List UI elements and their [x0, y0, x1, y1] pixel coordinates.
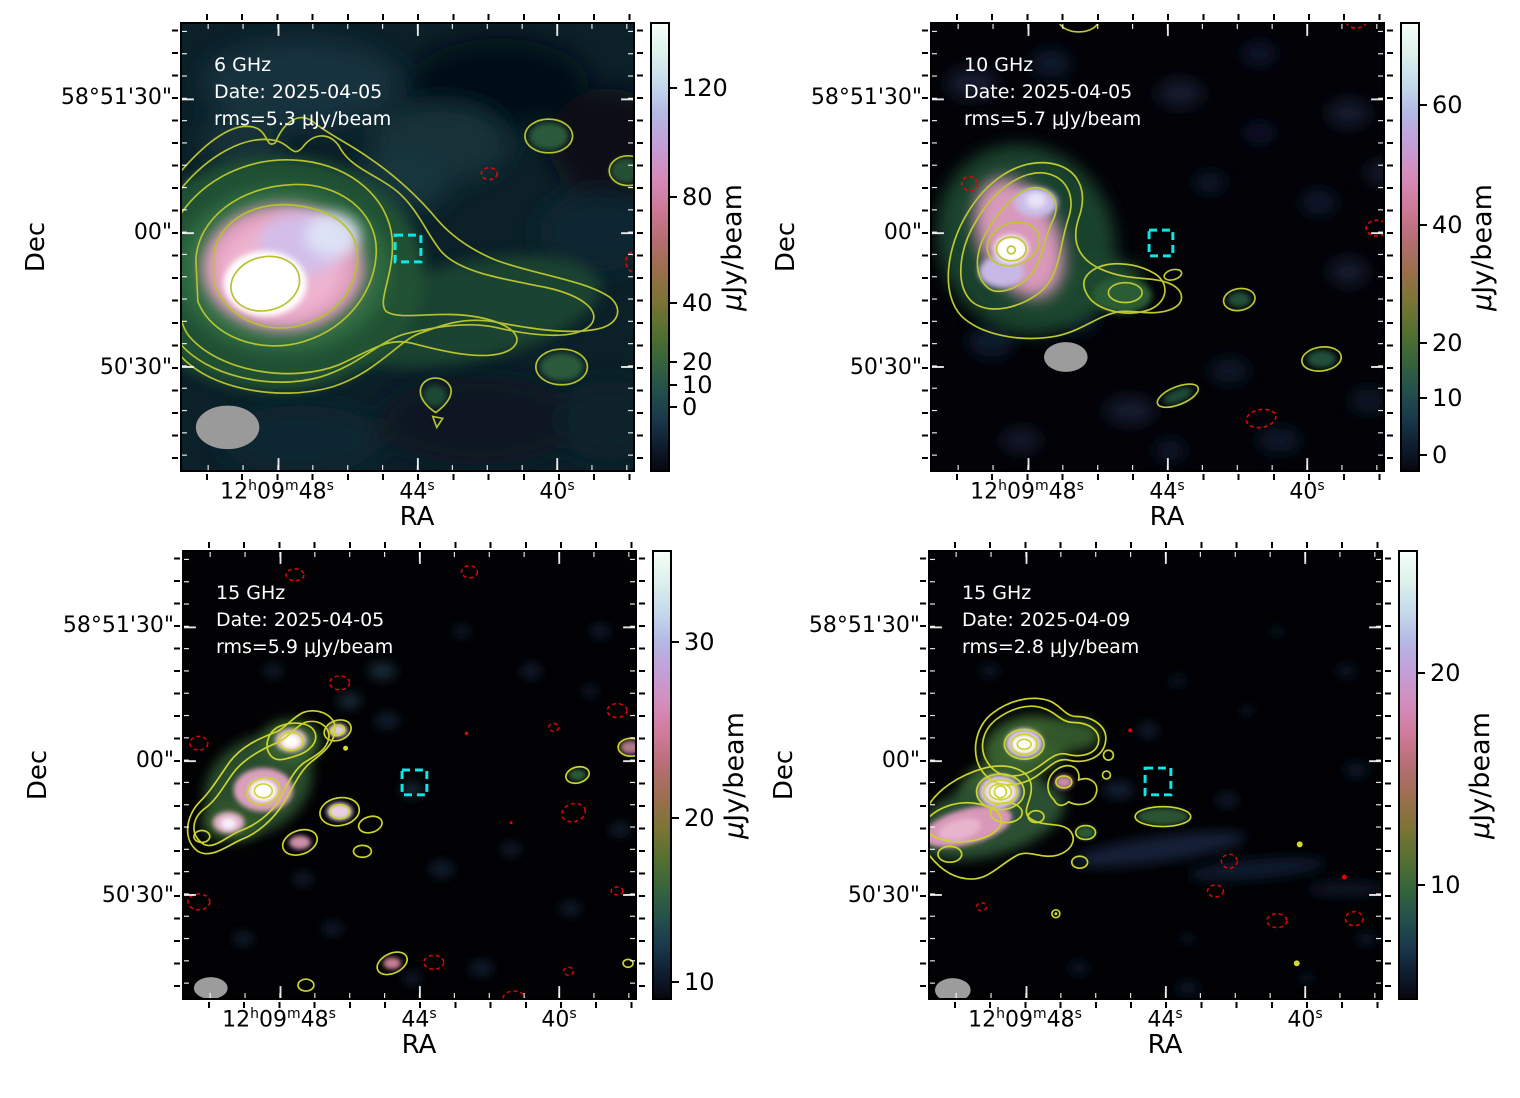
- dec-tick-label: 50'30": [847, 883, 920, 908]
- panel-15ghz-0409: Dec 58°51'30" 00" 50'30": [748, 528, 1518, 1068]
- ra-tick-label: 44s: [1147, 1006, 1183, 1033]
- ra-tick-label: 40s: [539, 478, 575, 505]
- dec-tick-label: 58°51'30": [62, 613, 174, 638]
- colorbar-unit-label: μJy/beam: [1466, 183, 1498, 311]
- date-label: Date: 2025-04-05: [964, 81, 1133, 103]
- dec-tick-label: 50'30": [99, 355, 172, 380]
- colorbar-ticks: 30 20 10: [672, 550, 752, 1000]
- frequency-label: 10 GHz: [964, 54, 1034, 76]
- outer-ticks-right: [639, 550, 645, 1000]
- background-noise: [945, 41, 1383, 461]
- contours-positive: [930, 697, 1303, 967]
- date-label: Date: 2025-04-05: [214, 81, 383, 103]
- background-noise: [233, 625, 631, 985]
- outer-ticks-left: [172, 22, 178, 472]
- ra-tick-label: 40s: [1287, 1006, 1323, 1033]
- dec-tick-label: 50'30": [101, 883, 174, 908]
- rms-label: rms=5.9 μJy/beam: [216, 636, 394, 658]
- frequency-label: 15 GHz: [962, 582, 1032, 604]
- ra-tick-label: 12h09m48s: [968, 1006, 1082, 1033]
- rms-label: rms=2.8 μJy/beam: [962, 636, 1140, 658]
- contours-positive: [947, 24, 1343, 409]
- aperture-marker: [1143, 766, 1173, 797]
- frequency-label: 6 GHz: [214, 54, 272, 76]
- colorbar: [1398, 550, 1418, 1000]
- contours-positive: [186, 710, 635, 992]
- colorbar-unit-label: μJy/beam: [1464, 711, 1496, 839]
- colorbar-ticks: 60 40 20 10 0: [1420, 22, 1500, 472]
- dec-tick-label: 58°51'30": [810, 85, 922, 110]
- ra-tick-label: 12h09m48s: [970, 478, 1084, 505]
- axis-ticks-inner: [930, 552, 1381, 998]
- contours-positive: [182, 117, 633, 430]
- outer-ticks-left: [922, 22, 928, 472]
- axis-ticks-inner: [184, 552, 635, 998]
- panel-annotation: 15 GHz Date: 2025-04-09 rms=2.8 μJy/beam: [962, 580, 1139, 661]
- ra-axis-label: RA: [1149, 502, 1185, 532]
- ra-tick-label: 44s: [401, 1006, 437, 1033]
- colorbar-ticks: 120 80 40 20 10 0: [670, 22, 750, 472]
- outer-ticks-left: [174, 550, 180, 1000]
- source-glow: [182, 122, 633, 407]
- ra-tick-label: 12h09m48s: [220, 478, 334, 505]
- date-label: Date: 2025-04-05: [216, 609, 385, 631]
- outer-ticks-top: [928, 542, 1383, 548]
- dec-tick-label: 58°51'30": [808, 613, 920, 638]
- frequency-label: 15 GHz: [216, 582, 286, 604]
- panel-6ghz: Dec 58°51'30" 00" 50'30": [0, 0, 770, 540]
- beam-ellipse: [195, 405, 260, 450]
- aperture-marker: [393, 233, 423, 264]
- axis-ticks-inner: [932, 24, 1383, 470]
- background-noise: [979, 626, 1381, 995]
- dec-tick-label: 00": [135, 748, 174, 773]
- panel-annotation: 10 GHz Date: 2025-04-05 rms=5.7 μJy/beam: [964, 52, 1141, 133]
- outer-ticks-right: [637, 22, 643, 472]
- axis-ticks-inner: [182, 24, 633, 470]
- sky-map-10ghz: 10 GHz Date: 2025-04-05 rms=5.7 μJy/beam: [930, 22, 1385, 472]
- colorbar: [1400, 22, 1420, 472]
- outer-ticks-right: [1385, 550, 1391, 1000]
- outer-ticks-top: [930, 14, 1385, 20]
- ra-tick-label: 12h09m48s: [222, 1006, 336, 1033]
- rms-label: rms=5.3 μJy/beam: [214, 108, 392, 130]
- ra-axis-label: RA: [1147, 1030, 1183, 1060]
- beam-ellipse: [934, 978, 971, 998]
- dec-tick-label: 58°51'30": [60, 85, 172, 110]
- colorbar: [650, 22, 670, 472]
- colorbar: [652, 550, 672, 1000]
- background-noise: [201, 38, 633, 470]
- source-glow: [930, 715, 1189, 860]
- rms-label: rms=5.7 μJy/beam: [964, 108, 1142, 130]
- ra-tick-label: 40s: [1289, 478, 1325, 505]
- sky-map-15ghz-a: 15 GHz Date: 2025-04-05 rms=5.9 μJy/beam: [182, 550, 637, 1000]
- ra-tick-label: 44s: [399, 478, 435, 505]
- sky-map-15ghz-b: 15 GHz Date: 2025-04-09 rms=2.8 μJy/beam: [928, 550, 1383, 1000]
- outer-ticks-right: [1387, 22, 1393, 472]
- ra-axis-label: RA: [399, 502, 435, 532]
- dec-tick-label: 00": [133, 220, 172, 245]
- beam-ellipse: [193, 977, 228, 998]
- dec-tick-label: 50'30": [849, 355, 922, 380]
- ra-tick-label: 44s: [1149, 478, 1185, 505]
- dec-tick-label: 00": [883, 220, 922, 245]
- sky-map-6ghz: 6 GHz Date: 2025-04-05 rms=5.3 μJy/beam: [180, 22, 635, 472]
- panel-15ghz-0405: Dec 58°51'30" 00" 50'30": [2, 528, 772, 1068]
- dec-tick-label: 00": [881, 748, 920, 773]
- contours-negative: [480, 166, 633, 273]
- colorbar-ticks: 20 10: [1418, 550, 1498, 1000]
- ra-axis-label: RA: [401, 1030, 437, 1060]
- panel-annotation: 15 GHz Date: 2025-04-05 rms=5.9 μJy/beam: [216, 580, 393, 661]
- beam-ellipse: [1044, 342, 1088, 372]
- date-label: Date: 2025-04-09: [962, 609, 1131, 631]
- panel-10ghz: Dec 58°51'30" 00" 50'30": [750, 0, 1520, 540]
- outer-ticks-left: [920, 550, 926, 1000]
- outer-ticks-top: [180, 14, 635, 20]
- panel-annotation: 6 GHz Date: 2025-04-05 rms=5.3 μJy/beam: [214, 52, 391, 133]
- outer-ticks-top: [182, 542, 637, 548]
- ra-tick-label: 40s: [541, 1006, 577, 1033]
